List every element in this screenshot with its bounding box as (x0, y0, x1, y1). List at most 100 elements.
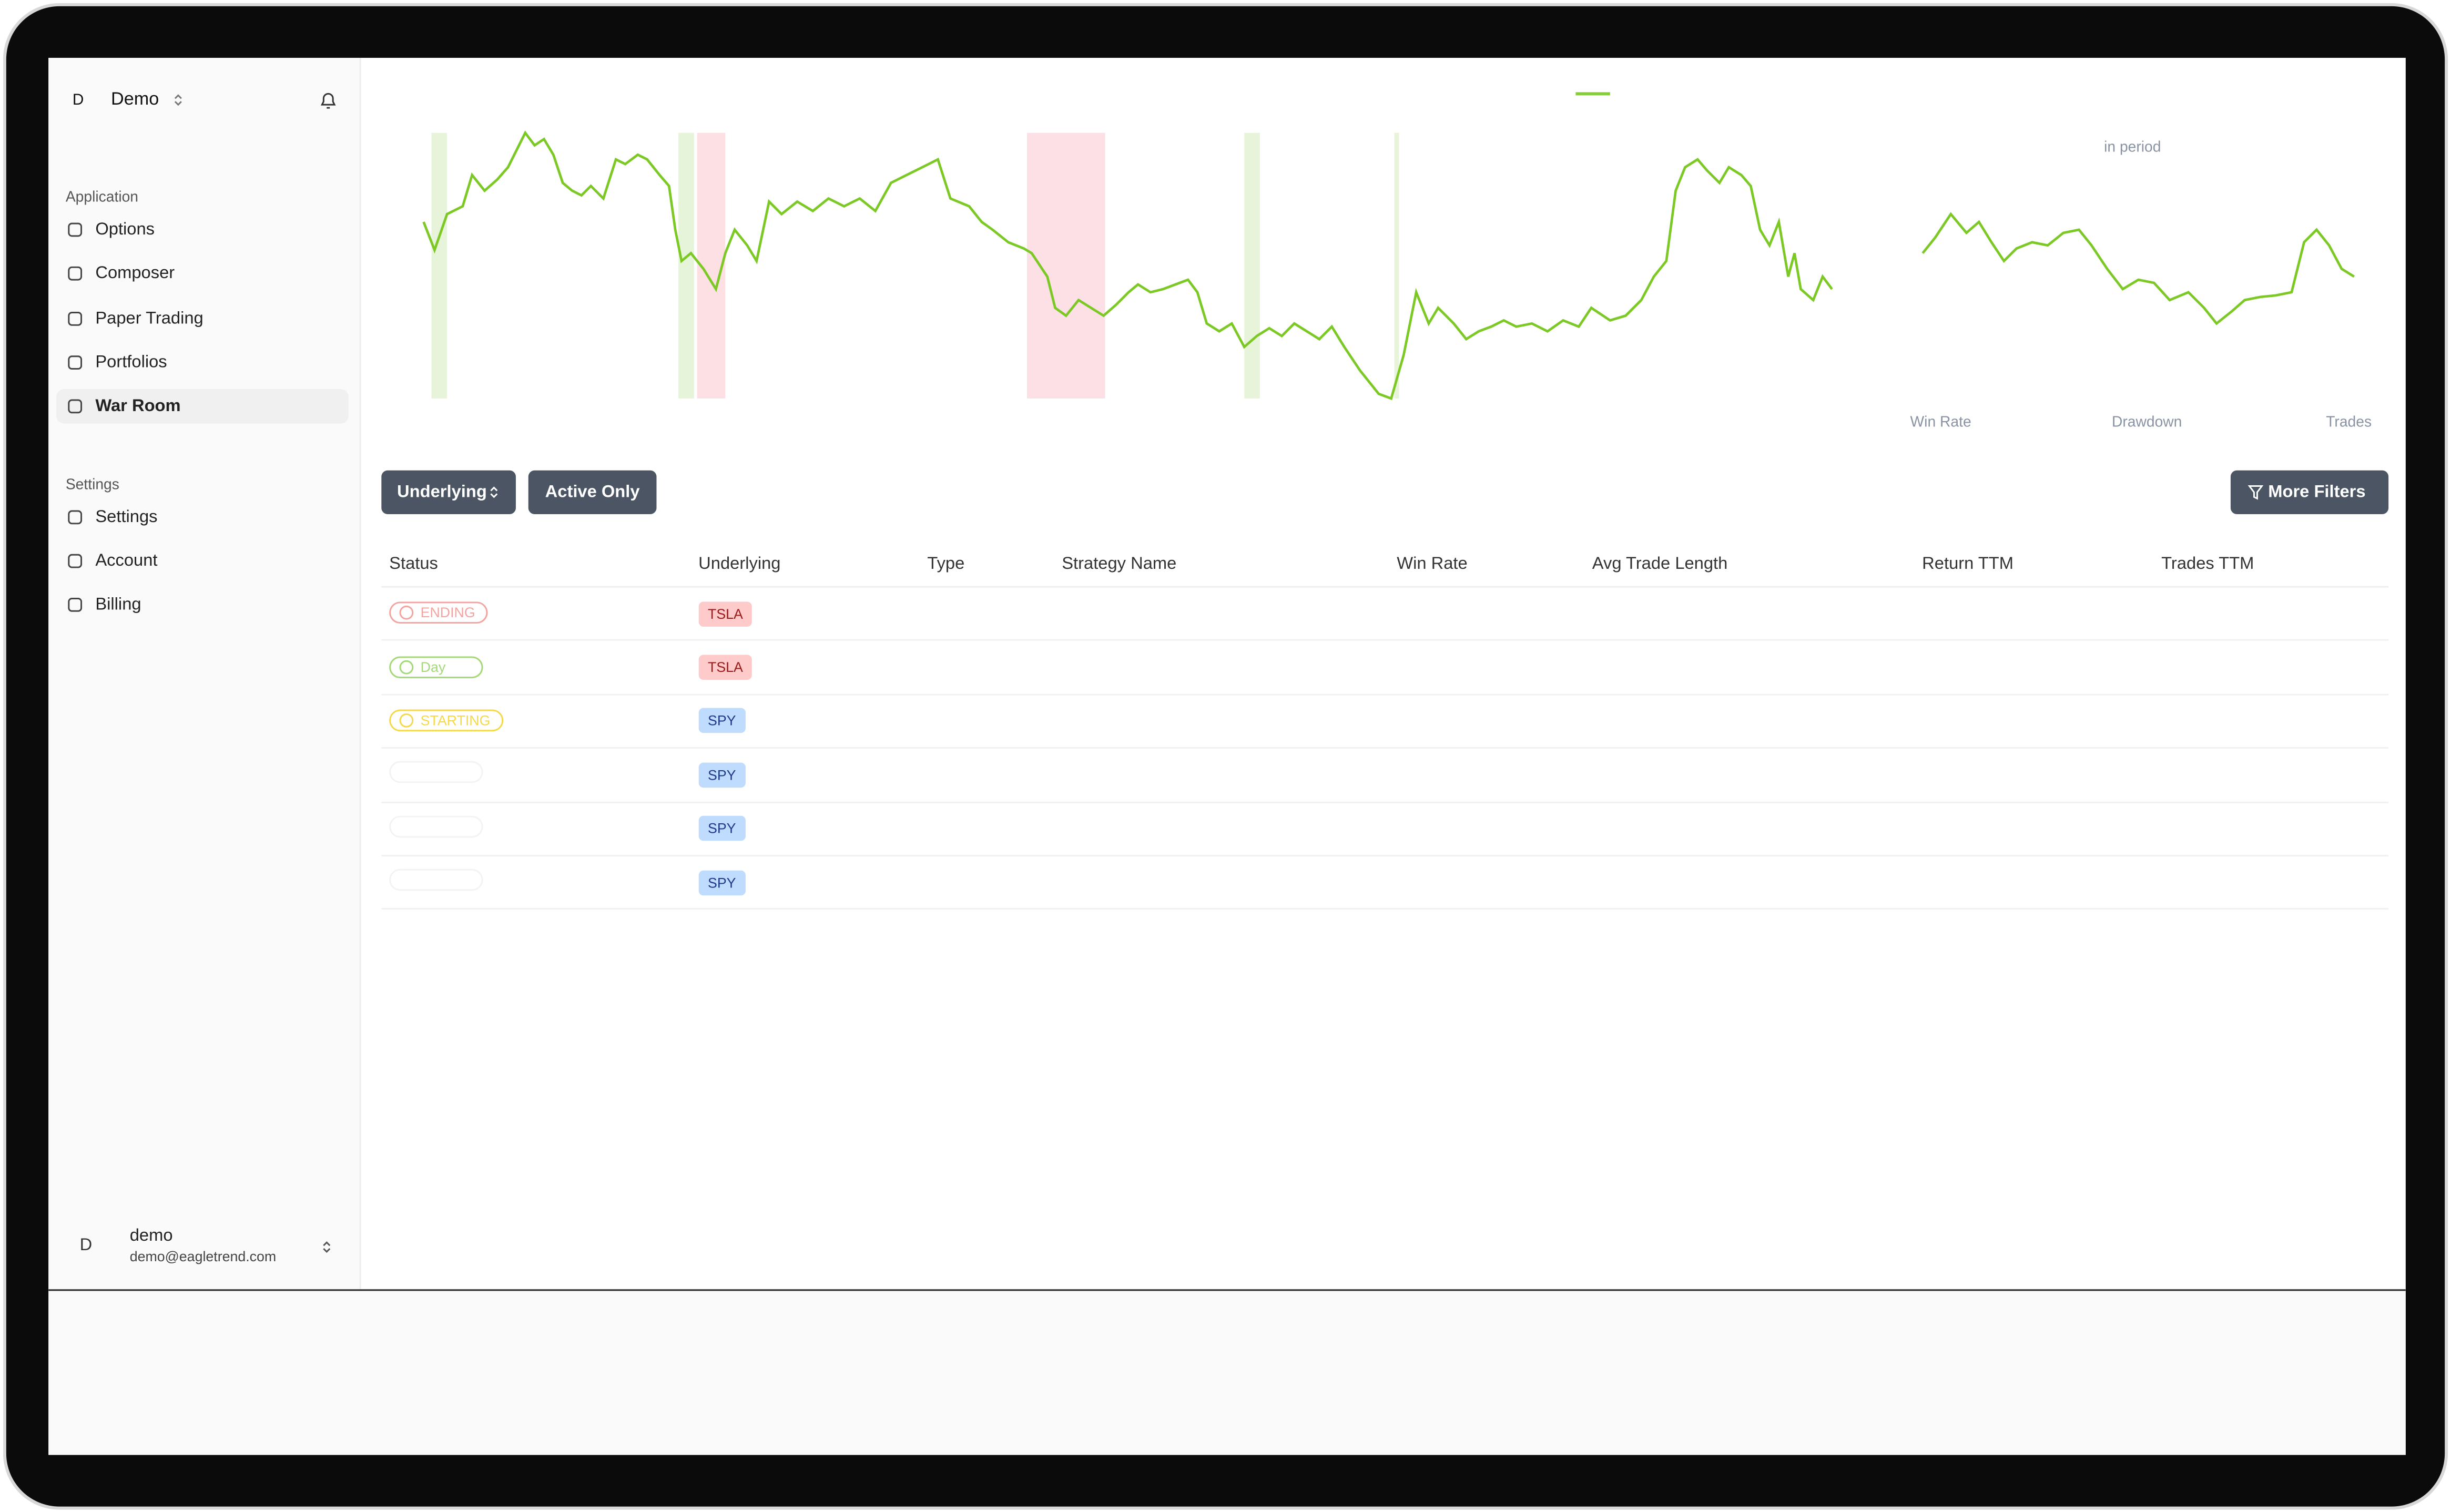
nav-item[interactable]: Account (56, 544, 349, 578)
column-header: Status (381, 542, 691, 588)
empty-cell (1054, 855, 1389, 911)
column-header: Trades TTM (2153, 542, 2389, 588)
table-body: ENDING TSLA Day TSLA STARTING SPY SPY SPY SPY (381, 587, 2389, 911)
underlying-cell: SPY (690, 802, 920, 856)
workspace-switcher[interactable]: D Demo (64, 86, 187, 114)
nav-item[interactable]: Options (56, 212, 349, 247)
nav-label: Composer (95, 264, 175, 283)
empty-cell (1054, 694, 1389, 749)
empty-cell (2153, 748, 2389, 803)
empty-cell (919, 855, 1054, 911)
price-line (422, 130, 1833, 401)
chevron (491, 486, 499, 498)
status-icon (399, 713, 414, 728)
empty-cell (1914, 855, 2154, 911)
status-cell: Day (381, 640, 691, 696)
section-title: Settings (65, 476, 119, 493)
metric-label: Win Rate (1910, 414, 1971, 432)
ticker-badge: SPY (698, 762, 746, 788)
empty-cell (1389, 855, 1584, 911)
nav-icon (68, 400, 83, 414)
column-header: Win Rate (1389, 542, 1584, 588)
filter-underlying[interactable]: Underlying (381, 470, 516, 514)
table-row[interactable]: SPY (381, 748, 2389, 803)
empty-cell (2153, 694, 2389, 749)
ticker-badge: TSLA (698, 601, 752, 627)
empty-cell (1914, 802, 2154, 856)
underlying-cell: TSLA (690, 587, 920, 641)
table-row[interactable]: SPY (381, 802, 2389, 856)
empty-cell (2153, 640, 2389, 696)
status-badge: ENDING (389, 602, 488, 624)
underlying-cell: SPY (690, 855, 920, 911)
nav-item[interactable]: Billing (56, 588, 349, 622)
empty-cell (1054, 748, 1389, 803)
button-label: Underlying (397, 483, 487, 502)
nav-label: War Room (95, 397, 181, 416)
table-row[interactable]: SPY (381, 855, 2389, 911)
metric-label: Trades (2326, 414, 2372, 432)
nav-item[interactable]: Composer (56, 257, 349, 291)
button-label: More Filters (2268, 483, 2366, 502)
status-cell (381, 802, 691, 856)
empty-cell (1584, 587, 1915, 641)
ticker-badge: SPY (698, 870, 746, 895)
empty-cell (1389, 748, 1584, 803)
ticker-badge: SPY (698, 816, 746, 842)
empty-cell (1914, 748, 2154, 803)
user-menu[interactable]: D demo demo@eagletrend.com (64, 1227, 277, 1264)
main: in period Win Rate Drawdown Trades Under… (360, 58, 2406, 1289)
ticker-badge: SPY (698, 708, 746, 734)
chevron (323, 1241, 331, 1253)
empty-cell (1584, 748, 1915, 803)
nav-icon (68, 598, 83, 612)
table-row[interactable]: Day TSLA (381, 640, 2389, 696)
nav-label: Paper Trading (95, 309, 204, 328)
status-badge (389, 869, 483, 891)
status-text: STARTING (420, 712, 491, 729)
workspace-name: Demo (111, 90, 159, 110)
empty-cell (1914, 640, 2154, 696)
column-header: Strategy Name (1054, 542, 1389, 588)
metric-label: Drawdown (2111, 414, 2182, 432)
empty-cell (919, 694, 1054, 749)
nav-label: Options (95, 220, 155, 239)
more-filters[interactable]: More Filters (2230, 470, 2389, 514)
nav-item[interactable]: Settings (56, 499, 349, 534)
empty-cell (919, 802, 1054, 856)
nav-icon (68, 509, 83, 524)
filter-icon (2247, 485, 2264, 500)
nav-item[interactable]: War Room (56, 389, 349, 424)
status-badge: Day (389, 656, 483, 678)
nav-icon (68, 267, 83, 281)
chevron (174, 94, 181, 106)
status-badge (389, 815, 483, 837)
status-text: Day (420, 659, 446, 675)
empty-cell (1584, 855, 1915, 911)
ticker-badge: TSLA (698, 655, 752, 680)
underlying-cell: TSLA (690, 640, 920, 696)
column-header: Underlying (690, 542, 920, 588)
sidebar: D Demo Application Options Composer Paper T… (48, 57, 361, 1290)
table-row[interactable]: STARTING SPY (381, 694, 2389, 749)
filter-active[interactable]: Active Only (528, 470, 657, 514)
table-row[interactable]: ENDING TSLA (381, 587, 2389, 641)
underlying-cell: SPY (690, 694, 920, 749)
notifications[interactable] (317, 89, 339, 111)
status-icon (399, 659, 414, 674)
nav-item[interactable]: Paper Trading (56, 301, 349, 335)
nav-label: Portfolios (95, 353, 167, 372)
status-badge (389, 761, 483, 784)
empty-cell (1389, 802, 1584, 856)
user-email: demo@eagletrend.com (129, 1249, 277, 1264)
nav-icon (68, 311, 83, 325)
period-label: in period (2104, 139, 2161, 157)
empty-cell (919, 748, 1054, 803)
workspace-avatar: D (72, 91, 84, 109)
nav-list: Options Composer Paper Trading Portfolios Wa… (56, 212, 349, 434)
empty-cell (919, 587, 1054, 641)
nav-item[interactable]: Portfolios (56, 345, 349, 380)
status-cell (381, 855, 691, 911)
status-cell: ENDING (381, 587, 691, 641)
